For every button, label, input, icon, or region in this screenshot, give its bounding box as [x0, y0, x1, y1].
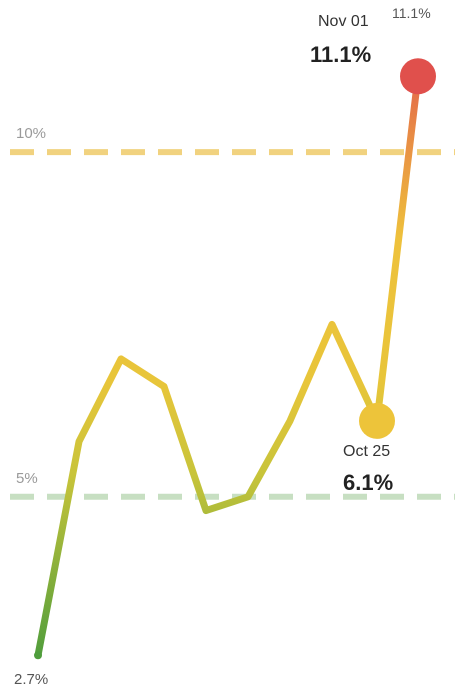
start-value-label: 2.7% [14, 671, 48, 688]
prev-date-label: Oct 25 [343, 443, 390, 460]
series-line [34, 72, 422, 659]
threshold-label-5: 5% [16, 470, 38, 487]
last-date-label: Nov 01 [318, 13, 369, 30]
threshold-label-10: 10% [16, 125, 46, 142]
prev-point-marker [359, 402, 395, 439]
start-point-marker [34, 651, 42, 660]
data-points [34, 58, 436, 660]
last-corner-value-label: 11.1% [392, 5, 431, 21]
last-value-label: 11.1% [310, 42, 371, 67]
prev-value-label: 6.1% [343, 470, 393, 495]
last-point-marker [400, 58, 436, 95]
